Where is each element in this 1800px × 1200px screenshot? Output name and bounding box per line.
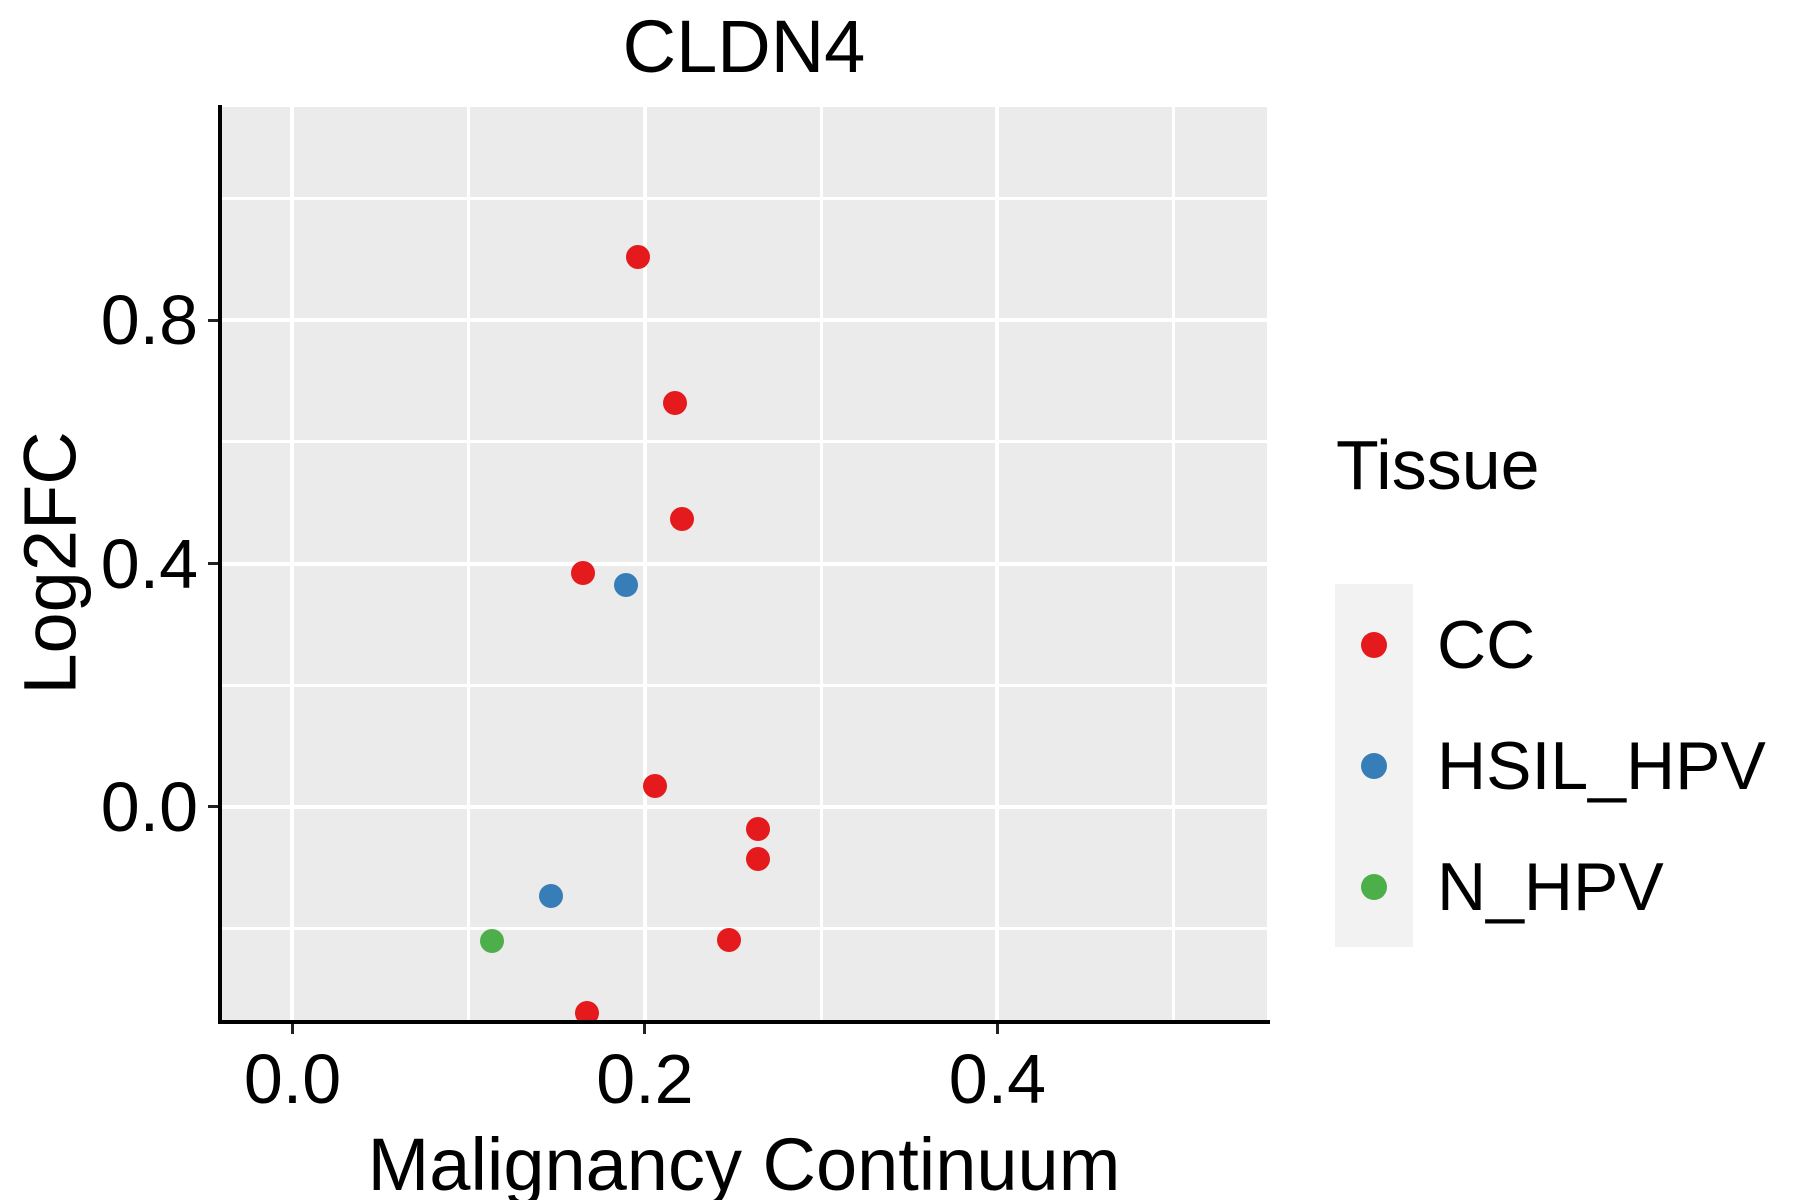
- data-point-hsil_hpv: [613, 573, 638, 598]
- y-major-gridline: [222, 318, 1267, 323]
- data-point-cc: [745, 846, 770, 871]
- y-minor-gridline: [222, 440, 1267, 444]
- x-axis-title: Malignancy Continuum: [367, 1123, 1121, 1200]
- data-point-hsil_hpv: [539, 884, 564, 908]
- data-point-cc: [745, 816, 770, 841]
- y-axis-tick: [208, 562, 218, 565]
- x-axis-line: [218, 1020, 1270, 1024]
- plot-title: CLDN4: [622, 5, 866, 88]
- data-point-n_hpv: [479, 928, 504, 953]
- data-point-cc: [643, 773, 668, 798]
- x-axis-tick: [995, 1024, 999, 1034]
- x-axis-tick: [290, 1024, 294, 1034]
- data-point-cc: [662, 391, 687, 416]
- x-tick-label: 0.4: [948, 1040, 1047, 1118]
- data-point-cc: [625, 245, 650, 270]
- data-point-cc: [717, 928, 742, 953]
- y-axis-tick: [208, 805, 218, 809]
- y-major-gridline: [222, 561, 1267, 566]
- x-tick-label: 0.2: [596, 1040, 694, 1118]
- legend-label-cc: CC: [1437, 606, 1536, 683]
- y-tick-label: 0.8: [100, 281, 198, 360]
- y-minor-gridline: [222, 197, 1267, 201]
- y-minor-gridline: [222, 926, 1267, 930]
- y-minor-gridline: [222, 683, 1267, 687]
- legend-label-n_hpv: N_HPV: [1437, 848, 1664, 925]
- legend-dot-cc: [1361, 631, 1387, 658]
- y-tick-label: 0.4: [100, 524, 198, 603]
- legend-dot-n_hpv: [1361, 873, 1387, 900]
- plot-panel: [222, 107, 1267, 1020]
- data-point-cc: [574, 1001, 599, 1020]
- data-point-cc: [571, 561, 596, 586]
- y-major-gridline: [222, 804, 1267, 809]
- x-axis-tick: [643, 1024, 647, 1034]
- legend-label-hsil_hpv: HSIL_HPV: [1437, 727, 1766, 804]
- legend-title: Tissue: [1336, 426, 1540, 504]
- x-tick-label: 0.0: [243, 1040, 342, 1118]
- legend-dot-hsil_hpv: [1361, 752, 1387, 779]
- data-point-cc: [669, 506, 694, 531]
- y-axis-line: [218, 105, 222, 1024]
- y-axis-title: Log2FC: [8, 431, 92, 695]
- y-axis-tick: [208, 318, 218, 322]
- y-tick-label: 0.0: [100, 767, 198, 846]
